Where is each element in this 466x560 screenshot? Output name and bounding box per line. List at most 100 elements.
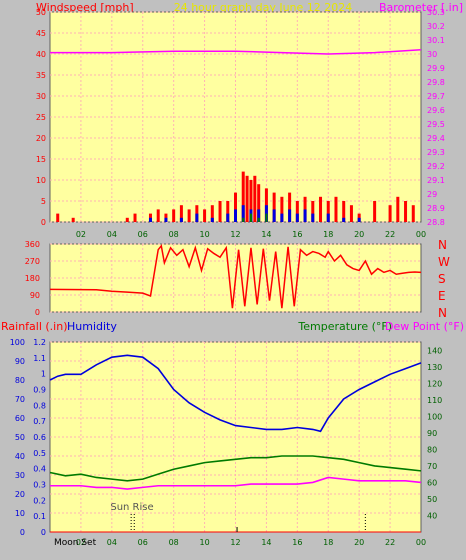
direction-tick-label: 90 — [30, 291, 40, 300]
temperature-tick-label: 130 — [427, 363, 442, 372]
calm-wind-bar — [265, 213, 268, 222]
wind-x-tick-label: 14 — [261, 230, 271, 239]
temperature-tick-labels: 40 50 60 70 80 90 100 110 120 130 140 — [427, 346, 442, 520]
gust-bar — [172, 209, 176, 222]
humidity-tick-label: 30 — [15, 471, 25, 480]
gust-bar — [349, 205, 353, 222]
wind-x-tick-label: 22 — [385, 230, 395, 239]
humidity-tick-label: 40 — [15, 452, 25, 461]
rainfall-tick-label: 0.2 — [33, 496, 46, 505]
average-wind-bar — [164, 217, 168, 222]
temperature-tick-label: 110 — [427, 396, 442, 405]
temperature-x-tick-label: 10 — [199, 538, 209, 547]
humidity-tick-label: 0 — [20, 528, 25, 537]
average-wind-bar — [195, 213, 199, 222]
wind-x-tick-label: 00 — [416, 230, 426, 239]
wind-x-tick-label: 10 — [199, 230, 209, 239]
gust-bar — [319, 196, 323, 222]
gust-bar — [404, 201, 408, 222]
gust-bar — [179, 205, 183, 222]
barometer-tick-label: 29.8 — [427, 78, 445, 87]
compass-label: N — [438, 306, 447, 320]
temperature-x-tick-label: 06 — [138, 538, 148, 547]
wind-x-tick-label: 02 — [76, 230, 86, 239]
gust-bar — [373, 201, 377, 222]
temperature-x-tick-label: 02 — [76, 538, 86, 547]
direction-tick-label: 270 — [25, 257, 40, 266]
gust-bar — [326, 201, 330, 222]
barometer-tick-labels: 28.8 28.9 29 29.1 29.2 29.3 29.4 29.5 29.6 29.7 29… — [427, 8, 445, 227]
gust-bar — [253, 175, 257, 222]
windspeed-tick-label: 20 — [36, 134, 46, 143]
windspeed-tick-labels: 0 5 10 15 20 25 30 35 40 45 50 — [36, 8, 46, 227]
average-wind-bar — [326, 213, 330, 222]
rainfall-tick-label: 1.1 — [33, 354, 46, 363]
sun-rise-label: Sun Rise — [110, 502, 153, 513]
wind-x-tick-label: 18 — [323, 230, 333, 239]
temperature-tick-label: 70 — [427, 462, 437, 471]
barometer-series-line — [50, 49, 422, 55]
gust-bar — [388, 205, 392, 222]
barometer-tick-label: 29.6 — [427, 106, 445, 115]
gust-bar — [245, 175, 249, 222]
wind-x-tick-label: 16 — [292, 230, 302, 239]
windspeed-tick-label: 35 — [36, 71, 46, 80]
temperature-x-tick-label: 18 — [323, 538, 333, 547]
temperature-tick-label: 90 — [427, 429, 437, 438]
rainfall-tick-label: 1.2 — [33, 338, 46, 347]
temperature-x-tick-label: 14 — [261, 538, 271, 547]
temperature-tick-label: 120 — [427, 379, 442, 388]
rainfall-tick-label: 1 — [41, 370, 46, 379]
average-wind-bar — [210, 217, 214, 222]
windspeed-tick-label: 30 — [36, 92, 46, 101]
gust-bar — [311, 201, 315, 222]
gust-bar — [288, 192, 292, 222]
barometer-tick-label: 29.5 — [427, 120, 445, 129]
windspeed-axis-title: Windspeed [mph] — [36, 1, 134, 14]
temperature-axis-title: Temperature (°F) — [297, 320, 392, 333]
gust-bar — [234, 192, 237, 222]
temperature-tick-label: 40 — [427, 511, 437, 520]
gust-bar — [210, 205, 214, 222]
windspeed-tick-label: 15 — [36, 155, 46, 164]
rainfall-tick-label: 0.1 — [33, 512, 46, 521]
average-wind-bar — [342, 217, 346, 222]
temperature-x-tick-label: 00 — [416, 538, 426, 547]
rainfall-tick-label: 0 — [41, 528, 46, 537]
temperature-x-tick-label: 08 — [169, 538, 179, 547]
barometer-tick-label: 30.2 — [427, 22, 445, 31]
gust-bar — [218, 201, 222, 222]
gust-bar — [342, 201, 346, 222]
gust-bar — [396, 196, 400, 222]
windspeed-tick-label: 5 — [41, 197, 46, 206]
humidity-tick-label: 70 — [15, 395, 25, 404]
temperature-x-tick-label: 16 — [292, 538, 302, 547]
temperature-tick-label: 80 — [427, 445, 437, 454]
calm-wind-bar — [242, 217, 245, 222]
barometer-tick-label: 29 — [427, 190, 437, 199]
rainfall-tick-labels: 0 0.1 0.2 0.3 0.4 0.5 0.6 0.7 0.8 0.9 1 1.1 1.2 — [33, 338, 46, 537]
temperature-x-tick-label: 12 — [230, 538, 240, 547]
temperature-x-tick-labels: 02 04 06 08 10 12 14 16 18 20 22 00 — [76, 538, 426, 547]
humidity-tick-label: 60 — [15, 414, 25, 423]
compass-label: E — [438, 289, 446, 303]
temperature-series-line — [49, 455, 422, 482]
temperature-tick-label: 140 — [427, 346, 442, 355]
barometer-tick-label: 30.1 — [427, 36, 445, 45]
wind-direction-series-line — [49, 244, 422, 309]
barometer-tick-label: 29.2 — [427, 162, 445, 171]
humidity-tick-label: 20 — [15, 490, 25, 499]
wind-x-tick-label: 12 — [230, 230, 240, 239]
humidity-tick-label: 90 — [15, 357, 25, 366]
gust-bar — [187, 209, 191, 222]
barometer-tick-label: 29.7 — [427, 92, 445, 101]
barometer-tick-label: 29.3 — [427, 148, 445, 157]
humidity-tick-label: 80 — [15, 376, 25, 385]
barometer-tick-label: 30 — [427, 50, 437, 59]
compass-label: W — [438, 255, 450, 269]
barometer-tick-label: 29.9 — [427, 64, 445, 73]
gust-bar — [295, 201, 299, 222]
barometer-tick-label: 29.4 — [427, 134, 445, 143]
